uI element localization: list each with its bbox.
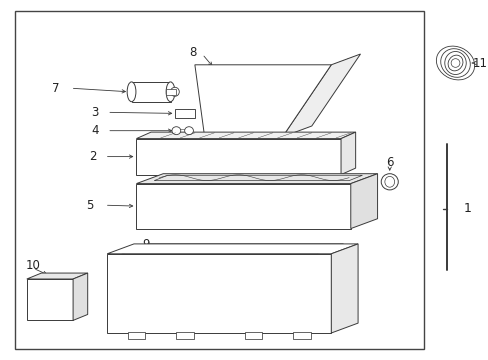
- Ellipse shape: [172, 127, 181, 135]
- Polygon shape: [282, 54, 360, 137]
- Text: 11: 11: [471, 57, 487, 69]
- Ellipse shape: [440, 49, 469, 77]
- Polygon shape: [350, 174, 377, 229]
- Polygon shape: [122, 244, 343, 254]
- Text: 9: 9: [142, 238, 150, 251]
- Ellipse shape: [384, 176, 394, 187]
- Bar: [165, 89, 176, 95]
- Text: 4: 4: [91, 124, 99, 137]
- Polygon shape: [136, 132, 355, 139]
- Bar: [15, 11, 423, 349]
- Ellipse shape: [127, 82, 136, 102]
- Polygon shape: [340, 132, 355, 175]
- Bar: [293, 332, 310, 339]
- Text: 8: 8: [188, 46, 196, 59]
- Bar: [175, 109, 195, 118]
- Ellipse shape: [435, 46, 474, 80]
- Polygon shape: [107, 244, 357, 254]
- Polygon shape: [107, 254, 330, 333]
- Bar: [244, 332, 262, 339]
- Polygon shape: [73, 273, 87, 320]
- Polygon shape: [27, 273, 87, 279]
- Bar: [127, 332, 145, 339]
- Text: 6: 6: [385, 156, 393, 169]
- Polygon shape: [330, 244, 357, 333]
- Text: 2: 2: [89, 150, 96, 163]
- Text: 7: 7: [52, 82, 60, 95]
- Ellipse shape: [184, 127, 193, 135]
- Text: 1: 1: [463, 202, 470, 215]
- Text: 10: 10: [26, 259, 41, 272]
- Bar: [131, 82, 170, 102]
- Polygon shape: [136, 139, 340, 175]
- Text: 5: 5: [86, 199, 94, 212]
- Ellipse shape: [166, 82, 175, 102]
- Ellipse shape: [447, 55, 462, 71]
- Polygon shape: [27, 279, 73, 320]
- Ellipse shape: [381, 174, 397, 190]
- Polygon shape: [136, 174, 377, 184]
- Bar: [176, 332, 194, 339]
- Polygon shape: [195, 65, 330, 137]
- Ellipse shape: [444, 51, 465, 75]
- Polygon shape: [136, 184, 350, 229]
- Ellipse shape: [170, 87, 179, 96]
- Ellipse shape: [450, 59, 459, 67]
- Text: 3: 3: [91, 106, 99, 119]
